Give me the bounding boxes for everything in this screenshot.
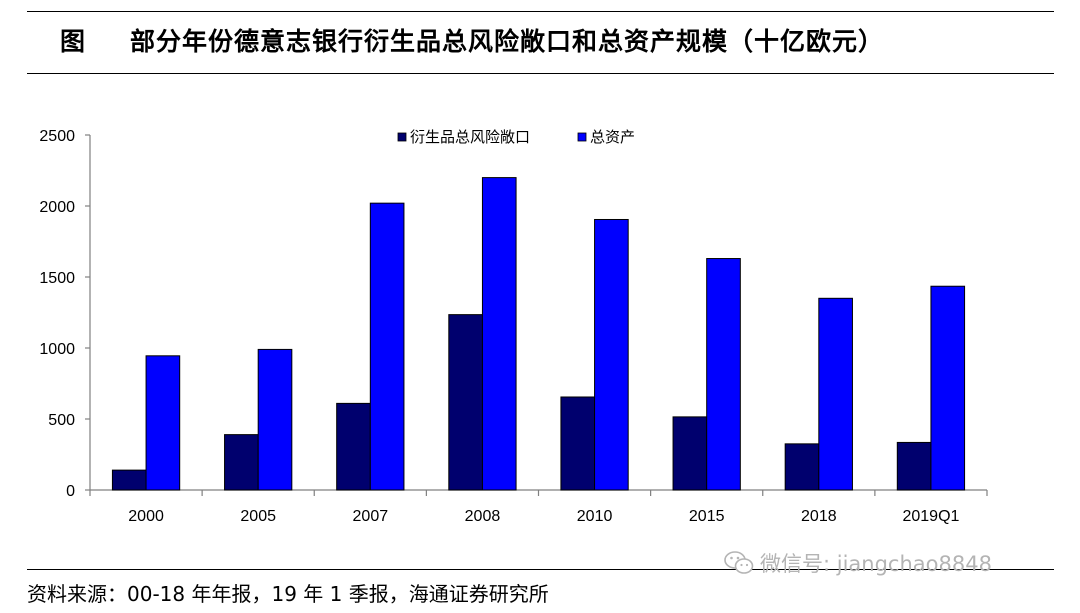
- bottom-rule: [27, 569, 1054, 570]
- y-axis: 0 500 1000 1500 2000 2500: [39, 128, 91, 500]
- bar-chart: 0 500 1000 1500 2000 2500 2000 2005 2007 2008 201…: [39, 128, 988, 525]
- bar-series-1: [111, 469, 147, 491]
- legend-label: 衍生品总风险敞口: [410, 128, 530, 146]
- y-tick-label: 1000: [39, 341, 75, 358]
- bar-series-2: [930, 285, 966, 491]
- top-rule: [27, 11, 1054, 12]
- bar-series-1: [448, 314, 483, 491]
- legend: 衍生品总风险敞口 总资产: [397, 128, 635, 146]
- bar-series-2: [481, 177, 517, 491]
- bar-series-1: [896, 441, 932, 491]
- x-tick-label: 2010: [577, 508, 613, 525]
- x-tick-label: 2008: [465, 508, 501, 525]
- bar-series-1: [560, 396, 596, 491]
- bar-series-2: [818, 297, 853, 491]
- bar-series-2: [594, 218, 629, 491]
- wechat-icon: [724, 551, 754, 574]
- x-tick-label: 2019Q1: [902, 508, 959, 525]
- watermark: 微信号: jiangchao8848: [724, 548, 992, 578]
- title-underline: [27, 73, 1054, 74]
- x-tick-label: 2000: [128, 508, 164, 525]
- y-tick-label: 500: [48, 412, 75, 429]
- bar-series-1: [784, 443, 820, 491]
- x-tick-label: 2005: [240, 508, 276, 525]
- y-tick-label: 2000: [39, 199, 75, 216]
- x-tick-label: 2018: [801, 508, 837, 525]
- y-tick-label: 2500: [39, 128, 75, 145]
- x-axis: 2000 2005 2007 2008 2010 2015 2018 2019Q1: [89, 489, 988, 525]
- source-note: 资料来源：00-18 年年报，19 年 1 季报，海通证券研究所: [27, 582, 549, 606]
- x-tick-label: 2015: [689, 508, 725, 525]
- figure-title: 图 部分年份德意志银行衍生品总风险敞口和总资产规模（十亿欧元）: [60, 22, 884, 58]
- figure-label: 图: [60, 27, 87, 56]
- bar-series-2: [706, 258, 741, 491]
- bar-series-2: [145, 355, 181, 491]
- watermark-text: 微信号: jiangchao8848: [760, 552, 992, 576]
- legend-swatch: [397, 132, 407, 142]
- bar-series-1: [336, 402, 371, 491]
- bar-series-1: [672, 416, 708, 491]
- bar-series-2: [369, 202, 405, 491]
- y-tick-label: 1500: [39, 270, 75, 287]
- bar-series-2: [257, 348, 293, 491]
- x-tick-label: 2007: [353, 508, 389, 525]
- legend-label: 总资产: [590, 128, 635, 146]
- title-text: 部分年份德意志银行衍生品总风险敞口和总资产规模（十亿欧元）: [130, 27, 885, 56]
- bar-series-1: [224, 434, 259, 491]
- bars: [111, 177, 966, 491]
- legend-swatch: [577, 132, 587, 142]
- y-tick-label: 0: [66, 483, 75, 500]
